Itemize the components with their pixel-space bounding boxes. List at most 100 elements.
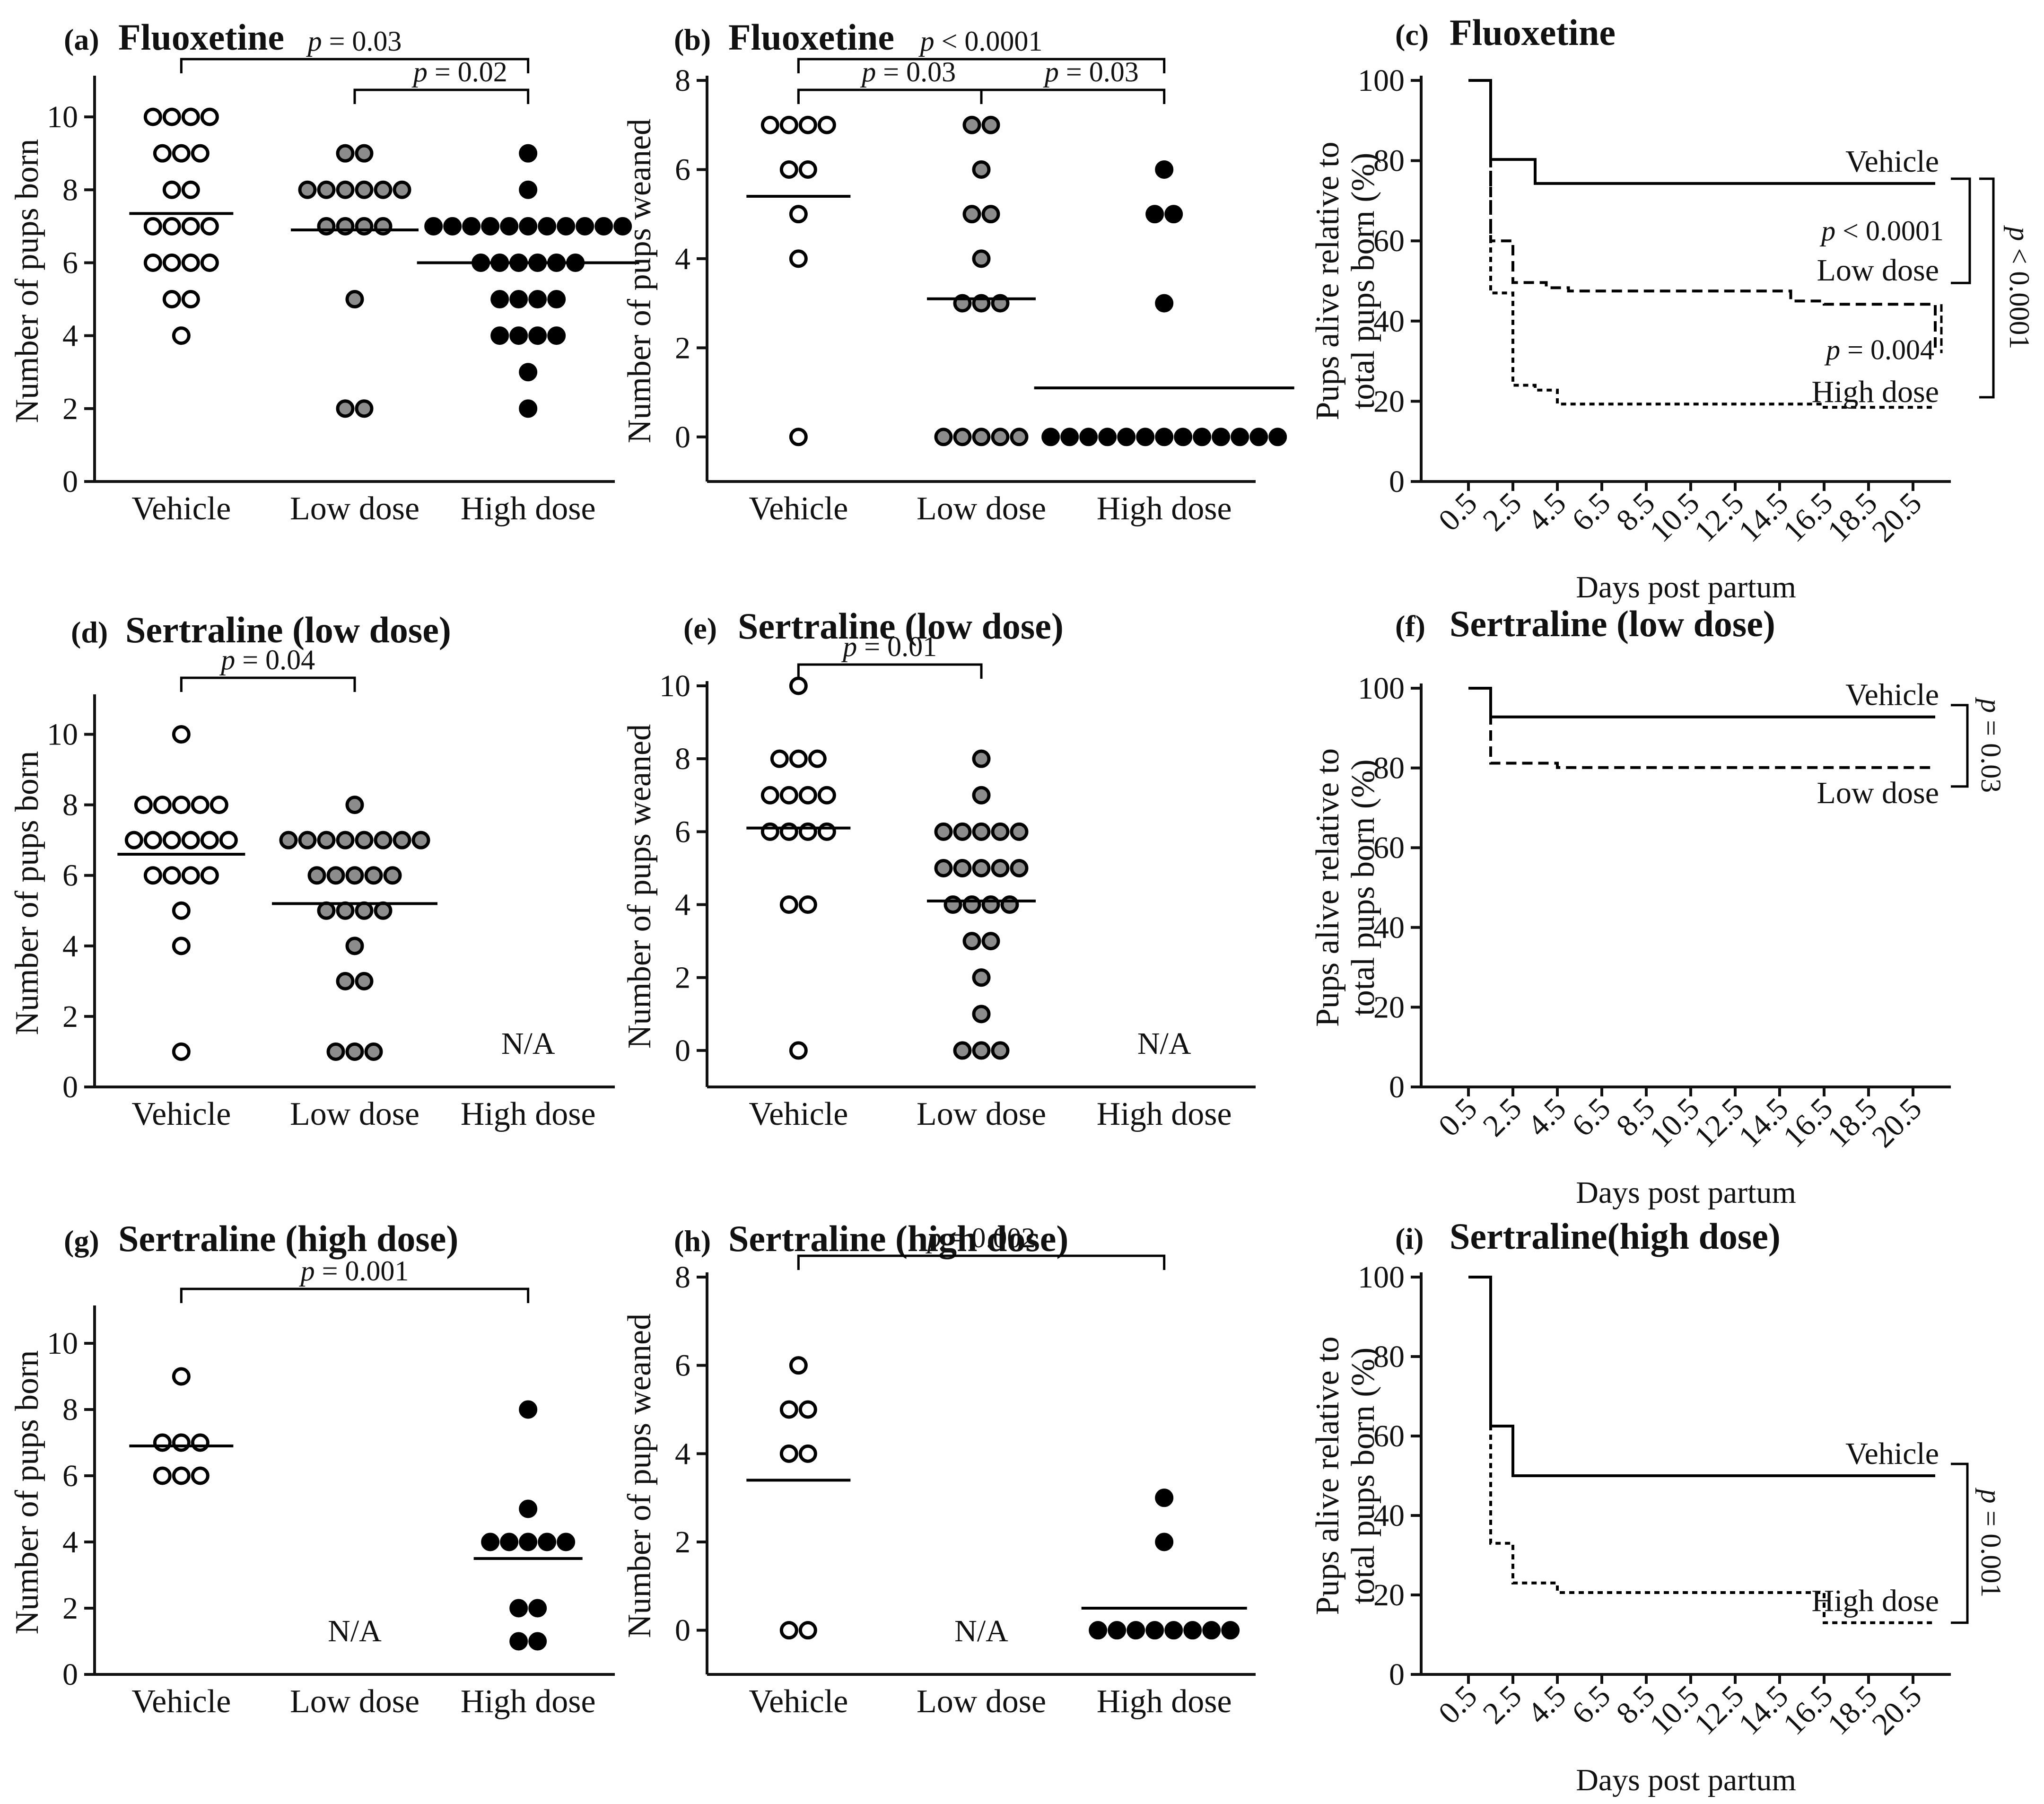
p-symbol: p (219, 644, 235, 675)
data-point-high-dose (462, 217, 481, 236)
y-tick-label: 100 (1358, 1260, 1405, 1295)
p-value: = 0.01 (857, 631, 937, 662)
data-point-low-dose (374, 831, 393, 849)
survival-line-low-dose (1468, 79, 1937, 353)
data-point-vehicle (191, 1466, 210, 1485)
panel-letter: (a) (64, 23, 99, 56)
data-point-high-dose (1117, 428, 1136, 447)
data-point-vehicle (143, 866, 162, 885)
data-point-low-dose (345, 937, 364, 955)
panel-i: (i) Sertraline(high dose) 0 20 40 60 80 100 Pups… (1310, 1216, 2007, 1797)
p-value-label: p = 0.03 (1043, 56, 1139, 88)
y-tick-label: 6 (62, 245, 78, 280)
y-tick-label: 20 (1373, 1578, 1405, 1612)
y-tick-label: 8 (675, 1260, 690, 1295)
data-point-vehicle (798, 115, 817, 134)
data-point-low-dose (317, 901, 336, 920)
data-point-vehicle (798, 822, 817, 841)
data-point-low-dose (279, 831, 298, 849)
data-point-low-dose (317, 180, 336, 199)
panel-title: Sertraline (low dose) (738, 605, 1064, 647)
significance-bracket (797, 1254, 1166, 1270)
data-point-vehicle (181, 107, 200, 126)
p-value: = 0.004 (1840, 334, 1934, 365)
data-point-low-dose (991, 822, 1010, 841)
data-point-high-dose (1164, 1621, 1183, 1640)
y-tick-label: 40 (1373, 304, 1405, 339)
p-value-label: p = 0.02 (411, 56, 507, 88)
panel-letter: (b) (674, 23, 711, 56)
survival-line-vehicle (1468, 1276, 1935, 1477)
data-point-low-dose (355, 901, 374, 920)
data-point-low-dose (307, 866, 326, 885)
y-tick-label: 10 (47, 1326, 78, 1361)
data-point-vehicle (200, 217, 219, 236)
data-point-high-dose (481, 217, 500, 236)
data-point-vehicle (172, 1042, 191, 1061)
data-point-high-dose (1164, 205, 1183, 224)
p-value: = 0.04 (235, 644, 315, 675)
data-point-low-dose (991, 858, 1010, 877)
y-tick-label: 0 (1389, 464, 1405, 499)
data-point-high-dose (500, 1533, 519, 1551)
significance-bracket (797, 58, 1166, 73)
panel-letter: (c) (1395, 18, 1429, 52)
x-category-label: Low dose (917, 1683, 1046, 1720)
p-symbol: p (1975, 697, 2007, 713)
data-point-vehicle (153, 1466, 172, 1485)
y-axis-label: total pups born (%) (1345, 759, 1381, 1016)
data-point-low-dose (981, 895, 1000, 914)
panel-title: Fluoxetine (118, 17, 284, 58)
p-symbol: p (411, 56, 428, 88)
data-point-low-dose (364, 1042, 383, 1061)
x-axis-label: Days post partum (1576, 1175, 1796, 1210)
x-tick-label: 0.5 (1432, 486, 1484, 538)
data-point-high-dose (490, 290, 509, 309)
y-tick-label: 2 (675, 1525, 690, 1559)
data-point-high-dose (509, 1599, 528, 1618)
p-symbol: p (841, 631, 857, 662)
y-axis-label: Number of pups weaned (621, 1314, 658, 1638)
data-point-vehicle (219, 831, 238, 849)
data-point-low-dose (972, 749, 991, 768)
data-point-vehicle (808, 749, 827, 768)
data-point-low-dose (972, 428, 991, 447)
data-point-low-dose (355, 180, 374, 199)
data-point-high-dose (1193, 428, 1212, 447)
x-category-label: High dose (1097, 1683, 1232, 1720)
data-point-vehicle (181, 253, 200, 272)
x-tick-label: 4.5 (1521, 1091, 1573, 1143)
data-point-vehicle (789, 676, 808, 695)
data-point-vehicle (181, 290, 200, 309)
data-point-vehicle (172, 901, 191, 920)
data-point-vehicle (124, 831, 143, 849)
y-axis-label: Number of pups weaned (621, 119, 658, 443)
y-tick-label: 4 (675, 242, 690, 276)
y-tick-label: 0 (1389, 1657, 1405, 1692)
p-value-label: p = 0.01 (841, 631, 937, 662)
data-point-high-dose (538, 217, 557, 236)
legend-label: Vehicle (1845, 1436, 1939, 1471)
p-symbol: p (1975, 1487, 2007, 1503)
data-point-low-dose (383, 866, 402, 885)
data-point-high-dose (519, 1499, 538, 1518)
data-point-low-dose (317, 217, 336, 236)
p-value-label: p < 0.0001 (918, 26, 1043, 57)
significance-bracket (180, 676, 356, 692)
data-point-low-dose (981, 205, 1000, 224)
panel-title: Fluoxetine (728, 17, 894, 58)
x-category-label: High dose (461, 1683, 596, 1720)
y-tick-label: 100 (1358, 63, 1405, 98)
data-point-low-dose (355, 144, 374, 163)
significance-bracket (180, 58, 530, 73)
data-point-vehicle (798, 895, 817, 914)
y-axis-label: Pups alive relative to (1310, 1336, 1346, 1615)
data-point-high-dose (528, 1599, 547, 1618)
data-point-vehicle (143, 107, 162, 126)
data-point-vehicle (789, 428, 808, 447)
y-tick-label: 4 (675, 1436, 690, 1471)
na-label: N/A (954, 1614, 1008, 1648)
data-point-high-dose (1060, 428, 1079, 447)
legend-label: Vehicle (1845, 144, 1939, 179)
